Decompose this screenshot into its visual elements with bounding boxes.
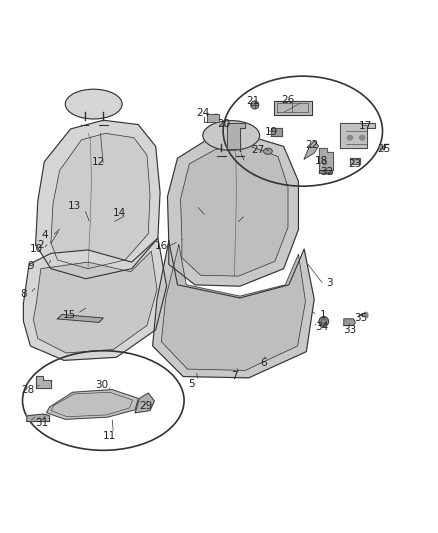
Polygon shape [207, 114, 219, 122]
Text: 5: 5 [189, 378, 195, 389]
Polygon shape [227, 123, 245, 149]
Text: 2: 2 [38, 240, 44, 249]
Text: 18: 18 [315, 156, 328, 166]
Text: 8: 8 [20, 288, 27, 298]
Text: 30: 30 [95, 380, 109, 390]
Text: 22: 22 [305, 140, 318, 150]
Text: 20: 20 [218, 119, 231, 129]
Polygon shape [161, 245, 305, 370]
Text: 34: 34 [315, 322, 328, 332]
Text: 6: 6 [260, 358, 267, 368]
Polygon shape [152, 241, 314, 378]
Polygon shape [180, 147, 288, 276]
Ellipse shape [251, 101, 259, 109]
Text: 33: 33 [343, 325, 357, 335]
Polygon shape [271, 128, 283, 136]
Polygon shape [340, 123, 375, 148]
Text: 21: 21 [247, 96, 260, 107]
Polygon shape [318, 148, 333, 171]
Text: 1: 1 [320, 310, 326, 320]
Text: 13: 13 [67, 201, 81, 211]
Polygon shape [304, 141, 318, 159]
Polygon shape [319, 169, 332, 173]
Ellipse shape [319, 317, 328, 326]
Text: 7: 7 [231, 370, 237, 381]
Polygon shape [135, 393, 154, 413]
Text: 16: 16 [155, 240, 168, 251]
Polygon shape [57, 314, 103, 322]
Polygon shape [23, 238, 166, 360]
Ellipse shape [360, 135, 365, 140]
Text: 9: 9 [27, 261, 34, 271]
Polygon shape [27, 414, 49, 422]
Text: 15: 15 [63, 310, 76, 320]
Ellipse shape [264, 148, 272, 154]
Text: 12: 12 [92, 157, 106, 167]
Text: 26: 26 [281, 95, 295, 104]
Polygon shape [344, 319, 355, 326]
Ellipse shape [380, 146, 383, 149]
Polygon shape [33, 251, 157, 353]
Text: 28: 28 [21, 385, 35, 394]
Text: 27: 27 [252, 146, 265, 155]
Polygon shape [51, 133, 150, 269]
Text: 23: 23 [349, 159, 362, 169]
Ellipse shape [65, 89, 122, 119]
Polygon shape [46, 390, 138, 419]
Text: 19: 19 [265, 127, 278, 137]
Ellipse shape [203, 120, 260, 150]
Polygon shape [36, 376, 51, 388]
Text: 4: 4 [41, 230, 48, 240]
Text: 14: 14 [113, 208, 126, 218]
Polygon shape [35, 120, 160, 279]
Polygon shape [350, 158, 360, 164]
Text: 3: 3 [326, 278, 332, 288]
Text: 10: 10 [30, 244, 43, 254]
Polygon shape [274, 101, 311, 115]
Ellipse shape [364, 312, 368, 317]
Text: 35: 35 [354, 313, 367, 323]
Text: 32: 32 [321, 167, 334, 177]
Text: 11: 11 [102, 431, 116, 441]
Text: 25: 25 [378, 143, 391, 154]
Text: 29: 29 [139, 401, 152, 411]
Polygon shape [167, 136, 298, 286]
Text: 17: 17 [359, 121, 372, 131]
Text: 24: 24 [196, 108, 209, 118]
Ellipse shape [347, 135, 353, 140]
Text: 31: 31 [35, 418, 49, 428]
